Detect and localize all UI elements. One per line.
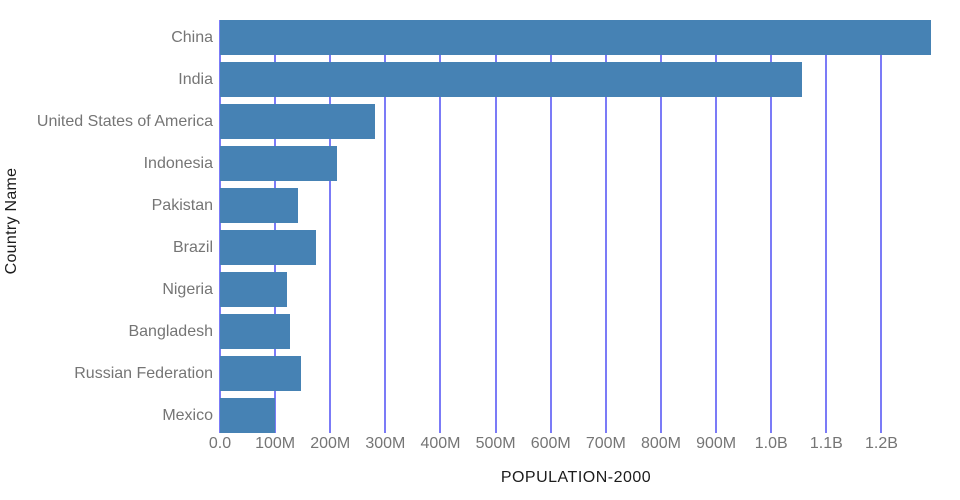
gridline-1-0b <box>770 20 773 433</box>
x-axis-title: POPULATION-2000 <box>500 469 652 486</box>
bar-mexico <box>220 398 275 433</box>
y-tick-label-pakistan: Pakistan <box>151 197 213 214</box>
y-tick-label-mexico: Mexico <box>162 407 213 424</box>
x-tick-label-1-0b: 1.0B <box>754 435 788 452</box>
x-tick-label-100m: 100M <box>255 435 296 452</box>
gridline-500m <box>494 20 497 433</box>
y-tick-label-india: India <box>178 71 213 88</box>
x-tick-label-800m: 800M <box>640 435 681 452</box>
y-tick-label-brazil: Brazil <box>172 239 213 256</box>
gridline-300m <box>384 20 387 433</box>
x-tick-label-0-0: 0.0 <box>208 435 232 452</box>
bar-russian-federation <box>220 356 301 391</box>
y-tick-label-bangladesh: Bangladesh <box>128 323 213 340</box>
gridline-900m <box>715 20 718 433</box>
gridline-400m <box>439 20 442 433</box>
y-tick-label-russian-federation: Russian Federation <box>74 365 213 382</box>
bar-nigeria <box>220 272 288 307</box>
y-tick-label-indonesia: Indonesia <box>143 155 213 172</box>
gridline-200m <box>329 20 332 433</box>
gridline-100m <box>274 20 277 433</box>
bar-pakistan <box>220 188 299 223</box>
bar-brazil <box>220 230 317 265</box>
y-tick-label-china: China <box>171 29 213 46</box>
gridline-700m <box>604 20 607 433</box>
x-tick-label-400m: 400M <box>420 435 461 452</box>
gridline-1-2b <box>880 20 883 433</box>
gridline-0-0 <box>219 20 221 433</box>
bar-bangladesh <box>220 314 291 349</box>
x-tick-label-500m: 500M <box>475 435 516 452</box>
bar-indonesia <box>220 146 337 181</box>
x-tick-label-600m: 600M <box>530 435 571 452</box>
y-tick-label-united-states-of-america: United States of America <box>36 113 213 130</box>
gridline-1-1b <box>825 20 828 433</box>
bar-china <box>220 20 932 55</box>
x-tick-label-300m: 300M <box>365 435 406 452</box>
y-tick-label-nigeria: Nigeria <box>162 281 213 298</box>
gridline-600m <box>549 20 552 433</box>
x-tick-label-900m: 900M <box>696 435 737 452</box>
bar-india <box>220 62 803 97</box>
gridline-800m <box>659 20 662 433</box>
x-tick-label-1-2b: 1.2B <box>864 435 898 452</box>
x-tick-label-200m: 200M <box>310 435 351 452</box>
x-tick-label-700m: 700M <box>585 435 626 452</box>
bar-united-states-of-america <box>220 104 376 139</box>
x-tick-label-1-1b: 1.1B <box>809 435 843 452</box>
